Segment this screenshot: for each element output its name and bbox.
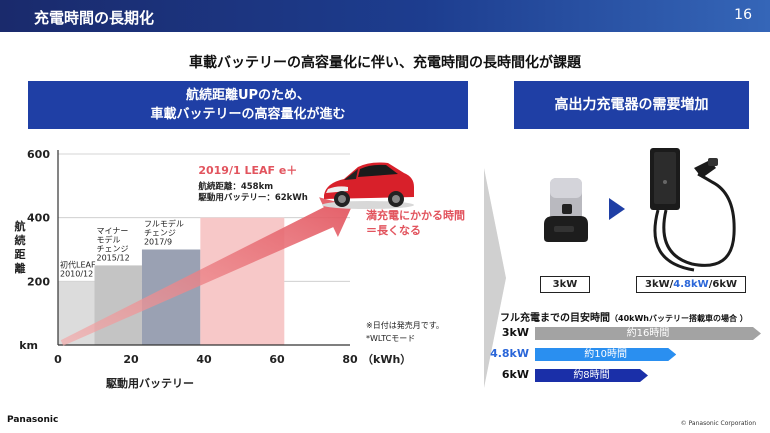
y-tick-label-1: 400 [27,212,50,225]
charge-power-label-1: 4.8kW [490,347,529,360]
large-charger-illustration [650,148,736,272]
leaf-info-1: 駆動用バッテリー：62kWh [197,192,307,203]
charge-power-label-2: 6kW [501,368,529,381]
charge-time-value-1: 約10時間 [584,349,627,360]
x-tick-label-1: 20 [123,353,139,366]
y-axis-unit: km [19,339,38,352]
y-tick-label-0: 200 [27,275,50,288]
copyright-text: © Panasonic Corporation [680,420,756,427]
right-panel-heading: 高出力充電器の需要増加 [514,81,749,129]
charge-time-title: フル充電までの目安時間（40kWhバッテリー搭載車の場合 ） [500,309,748,324]
left-panel-line1: 航続距離UPのため、 [185,88,311,103]
x-tick-label-0: 0 [54,353,62,366]
bar-label-2: フルモデルチェンジ 2017/9 [144,219,184,247]
large-charger-label: 3kW/4.8kW/6kW [636,276,746,293]
leaf-info-0: 航続距離：458km [198,181,273,192]
slide-header: 充電時間の長期化 16 [0,0,770,32]
bar-label-0: 初代LEAF 2010/12 [60,259,96,278]
charge-time-value-2: 約8時間 [573,370,610,381]
charge-time-bar-2: 約8時間 [535,369,648,382]
small-charger-label: 3kW [540,276,590,293]
slide-subtitle: 車載バッテリーの高容量化に伴い、充電時間の長時間化が課題 [189,55,581,71]
x-tick-label-4: 80 [342,353,358,366]
charge-time-title-note: （40kWhバッテリー搭載車の場合 ） [610,314,748,323]
large-charger-label-6kw: /6kW [708,279,737,290]
chart-note-1: *WLTCモード [366,334,415,343]
large-charger-label-3kw: 3kW/ [645,279,674,290]
left-panel-heading: 航続距離UPのため、 車載バッテリーの高容量化が進む [28,81,468,129]
charge-time-bar-1: 約10時間 [535,348,676,361]
arrow-note: 満充電にかかる時間＝長くなる [366,208,465,237]
bar-label-3: 2019/1 LEAF e＋ [198,164,297,177]
page-number: 16 [734,7,752,23]
chart-note-0: ※日付は発売月です。 [366,320,444,330]
y-axis-label: 航続距離 [15,219,26,275]
slide-title: 充電時間の長期化 [34,9,155,27]
small-charger-illustration [544,178,588,242]
y-tick-label-2: 600 [27,148,50,161]
bar-label-1: マイナーモデルチェンジ 2015/12 [97,226,130,262]
car-illustration [322,162,414,209]
charge-power-label-0: 3kW [501,326,529,339]
x-tick-label-3: 60 [269,353,285,366]
x-axis-label: 駆動用バッテリー [106,376,194,390]
x-tick-label-2: 40 [196,353,212,366]
growth-arrow [60,197,352,346]
left-panel-line2: 車載バッテリーの高容量化が進む [150,107,346,122]
large-charger-label-48kw: 4.8kW [673,279,709,290]
charge-time-value-0: 約16時間 [626,328,670,339]
panasonic-logo: Panasonic [7,415,59,425]
x-axis-unit: （kWh） [362,353,411,366]
charge-time-bar-0: 約16時間 [535,327,761,340]
charge-time-title-main: フル充電までの目安時間 [500,313,610,324]
arrow-icon [609,198,625,220]
